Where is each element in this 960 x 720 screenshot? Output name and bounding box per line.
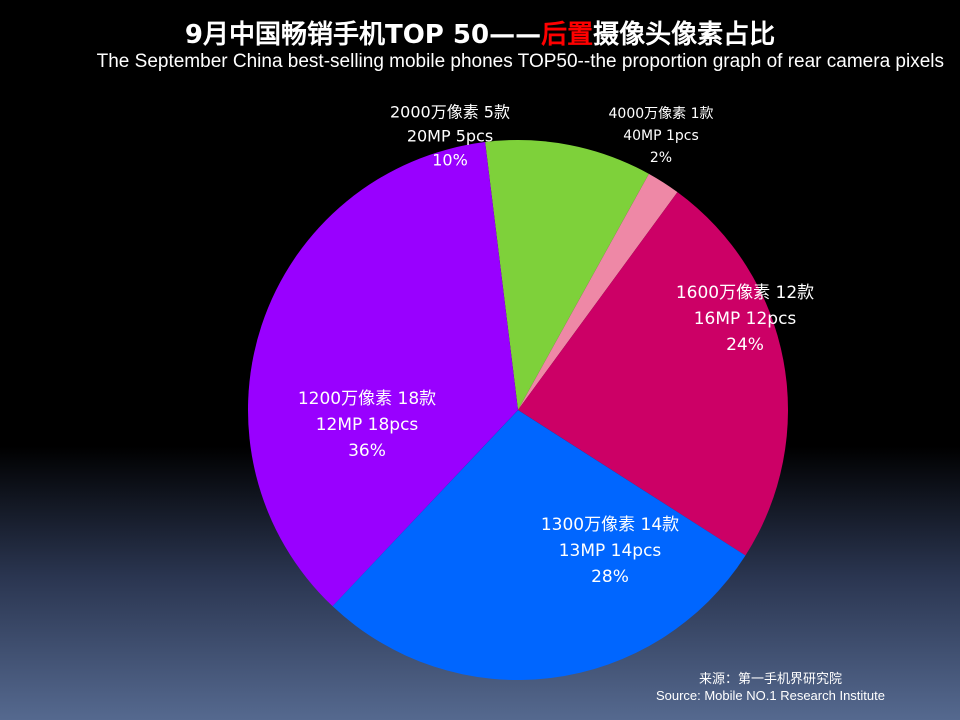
slice-label-3-line-1: 13MP 14pcs: [559, 541, 662, 561]
slice-label-1-line-2: 2%: [650, 150, 672, 166]
slice-label-0-line-0: 2000万像素 5款: [390, 103, 510, 122]
source-en: Source: Mobile NO.1 Research Institute: [655, 688, 885, 703]
pie-slice-4: [247, 142, 519, 607]
slice-label-2-line-1: 16MP 12pcs: [694, 309, 797, 329]
chart-title: 9月中国畅销手机TOP 50——后置摄像头像素占比: [0, 14, 960, 51]
slice-label-2-line-2: 24%: [726, 335, 764, 355]
slice-label-3-line-0: 1300万像素 14款: [541, 515, 679, 535]
title-part1: 9月中国畅销手机TOP 50——: [184, 20, 542, 50]
pie-slice-2: [518, 192, 788, 556]
slice-label-4-line-2: 36%: [348, 441, 386, 461]
slice-label-0-line-1: 20MP 5pcs: [407, 127, 493, 146]
pie-slice-3: [332, 410, 746, 681]
title-highlight: 后置: [541, 20, 594, 50]
source-note: 来源：第一手机界研究院 Source: Mobile NO.1 Research…: [656, 670, 885, 704]
slice-label-2-line-0: 1600万像素 12款: [676, 283, 814, 303]
slice-label-4-line-0: 1200万像素 18款: [298, 389, 436, 409]
slice-label-1-line-1: 40MP 1pcs: [623, 128, 699, 144]
slice-label-3-line-2: 28%: [591, 567, 629, 587]
pie-slice-1: [518, 173, 678, 410]
source-cn: 来源：第一手机界研究院: [698, 671, 842, 686]
slice-label-0-line-2: 10%: [432, 151, 468, 170]
pie-slice-0: [485, 139, 649, 411]
slice-label-4-line-1: 12MP 18pcs: [316, 415, 419, 435]
slice-label-1-line-0: 4000万像素 1款: [609, 106, 714, 122]
title-part2: 摄像头像素占比: [593, 20, 776, 50]
chart-subtitle: The September China best-selling mobile …: [96, 51, 944, 72]
